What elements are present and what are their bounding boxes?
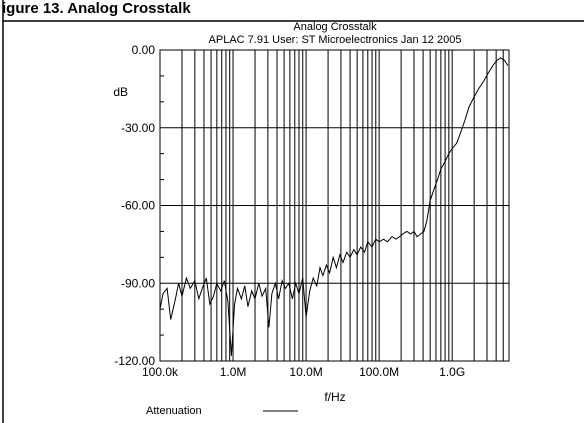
x-tick-label: 100.0M xyxy=(359,365,399,379)
x-tick-label: 10.0M xyxy=(289,365,322,379)
y-axis-unit-label: dB xyxy=(113,85,128,99)
figure-caption: igure 13. Analog Crosstalk xyxy=(2,0,191,17)
series-line-attenuation xyxy=(159,57,509,356)
x-tick-label: 1.0G xyxy=(439,365,465,379)
y-tick-label: -30.00 xyxy=(121,121,155,135)
y-tick-label: -60.00 xyxy=(121,199,155,213)
chart-title: Analog Crosstalk xyxy=(293,21,377,33)
legend: Attenuation xyxy=(146,405,298,417)
x-tick-label: 1.0M xyxy=(220,365,247,379)
legend-label-attenuation: Attenuation xyxy=(146,405,202,417)
series-layer xyxy=(159,57,509,356)
y-tick-label: -120.00 xyxy=(114,354,155,368)
x-axis-label: f/Hz xyxy=(324,390,345,404)
x-tick-label: 100.0k xyxy=(142,365,179,379)
y-tick-label: 0.00 xyxy=(132,43,156,57)
plot-grid xyxy=(159,49,510,362)
y-tick-label: -90.00 xyxy=(121,276,155,290)
chart-subtitle: APLAC 7.91 User: ST Microelectronics Jan… xyxy=(209,34,462,46)
